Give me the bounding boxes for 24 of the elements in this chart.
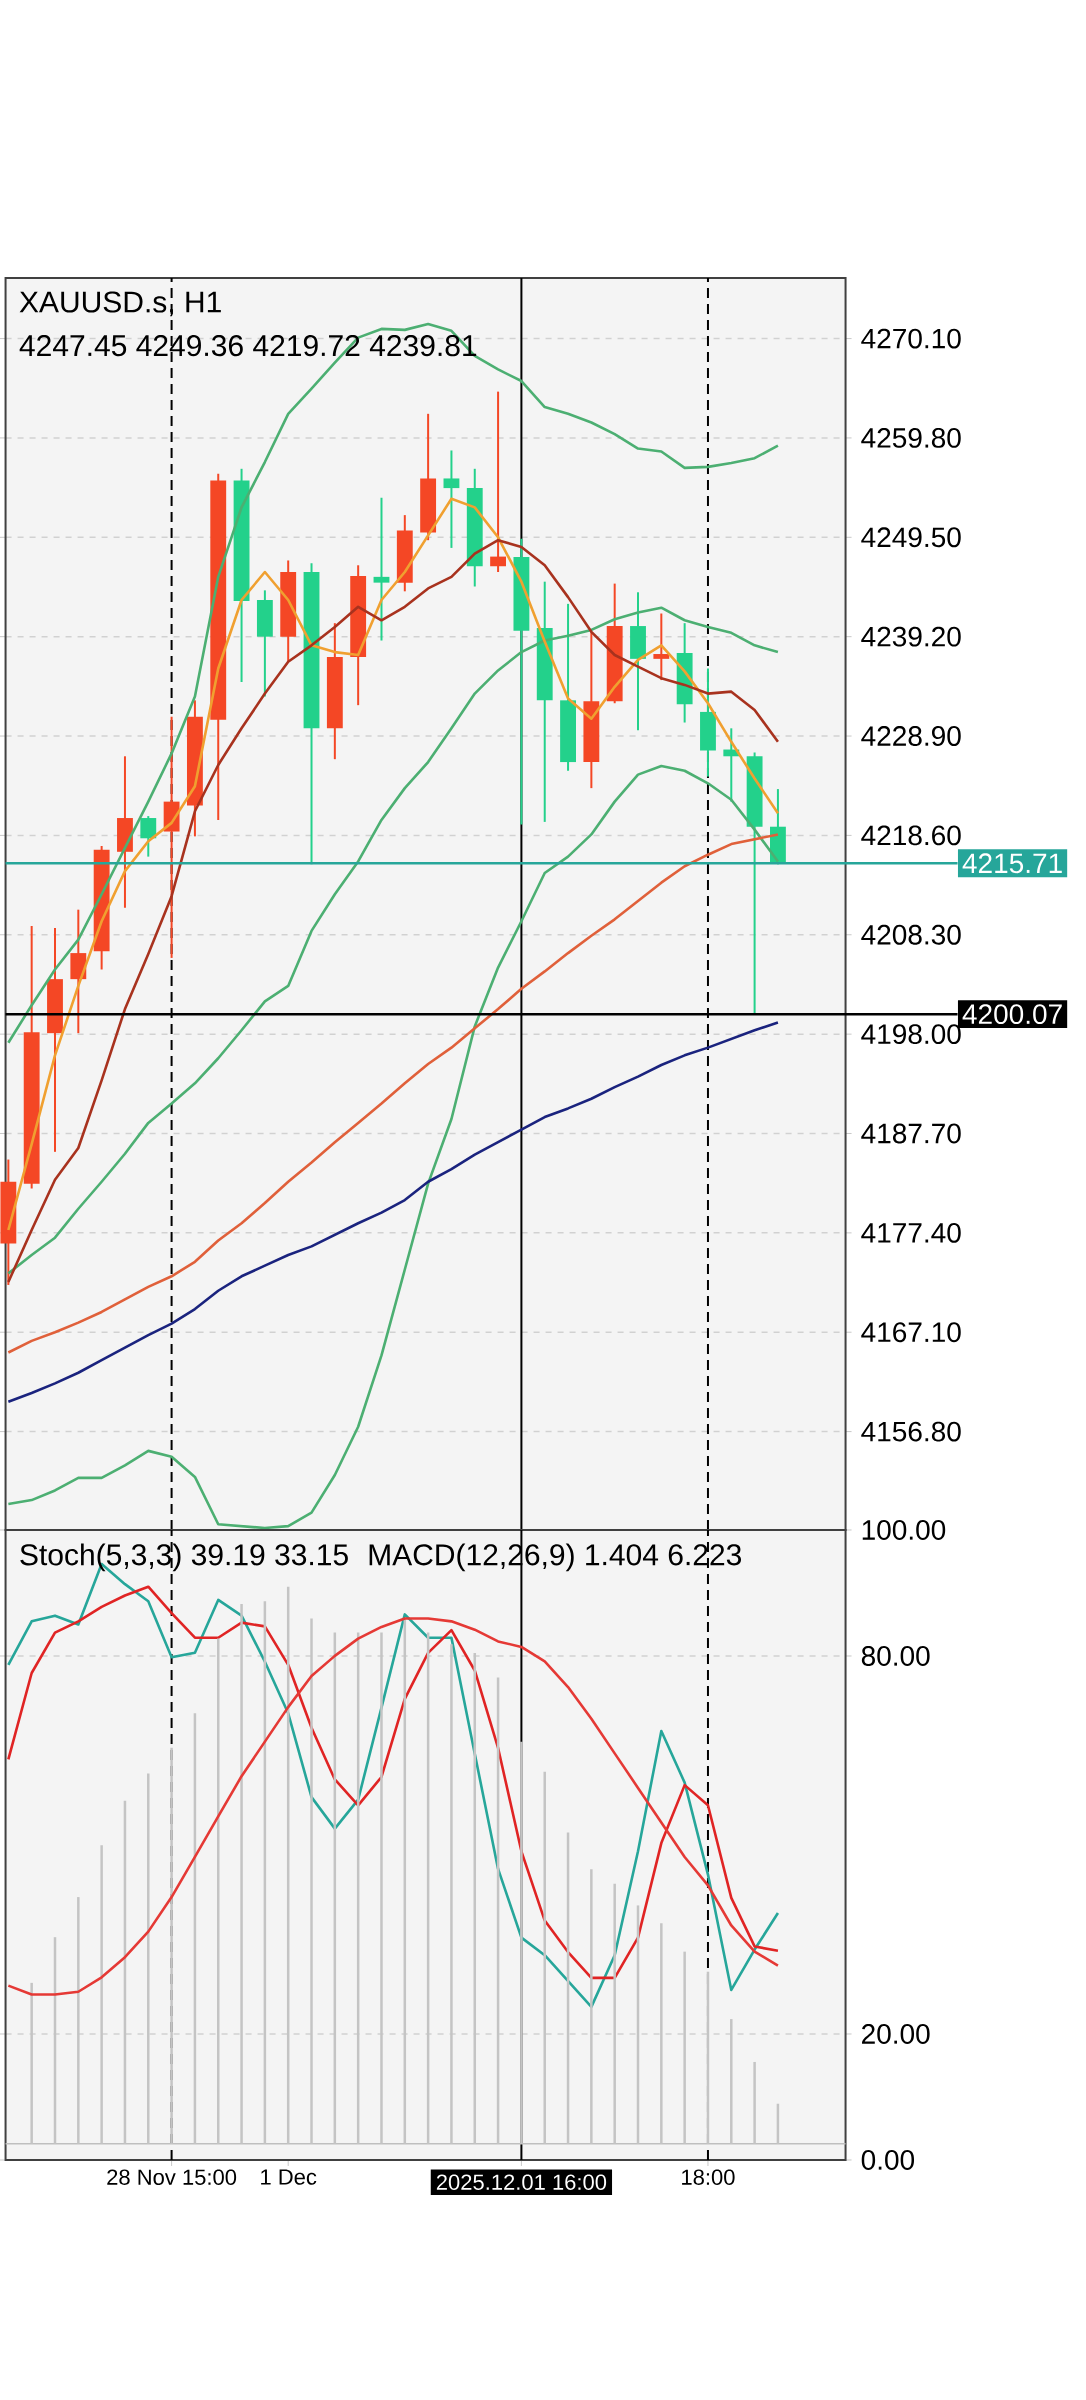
chart-title: Stoch(5,3,3) 39.19 33.15 <box>20 1543 349 1572</box>
y-tick-label: 4218.60 <box>861 825 961 846</box>
y-tick-label: 4208.30 <box>861 924 961 945</box>
y-tick-label: 4259.80 <box>861 428 961 448</box>
x-tick-label: 18:00 <box>682 2169 735 2185</box>
y-tick-label: 4167.10 <box>861 1322 961 1343</box>
y-tick-label: 20.00 <box>862 2024 930 2044</box>
y-tick-label: 80.00 <box>862 1646 930 1666</box>
ref-line-label: 4215.71 <box>962 853 1063 874</box>
y-tick-label: 4270.10 <box>861 328 961 349</box>
x-tick-label: 1 Dec <box>261 2169 317 2185</box>
y-tick-label: 4187.70 <box>861 1123 961 1144</box>
y-tick-label: 100.00 <box>862 1520 946 1540</box>
chart-title: XAUUSD.s, H1 <box>19 291 222 317</box>
y-tick-label: 4239.20 <box>861 626 961 647</box>
y-tick-label: 0.00 <box>861 2150 915 2170</box>
y-tick-label: 4228.90 <box>861 726 961 746</box>
y-tick-label: 4249.50 <box>861 527 961 548</box>
x-tick-label: 28 Nov 15:00 <box>107 2169 237 2185</box>
y-tick-label: 4177.40 <box>861 1222 961 1243</box>
y-tick-label: 4198.00 <box>861 1024 961 1045</box>
y-tick-label: 4156.80 <box>861 1421 961 1442</box>
x-tick-label: 2025.12.01 16:00 <box>437 2174 607 2190</box>
ref-line-label: 4200.07 <box>962 1004 1062 1025</box>
